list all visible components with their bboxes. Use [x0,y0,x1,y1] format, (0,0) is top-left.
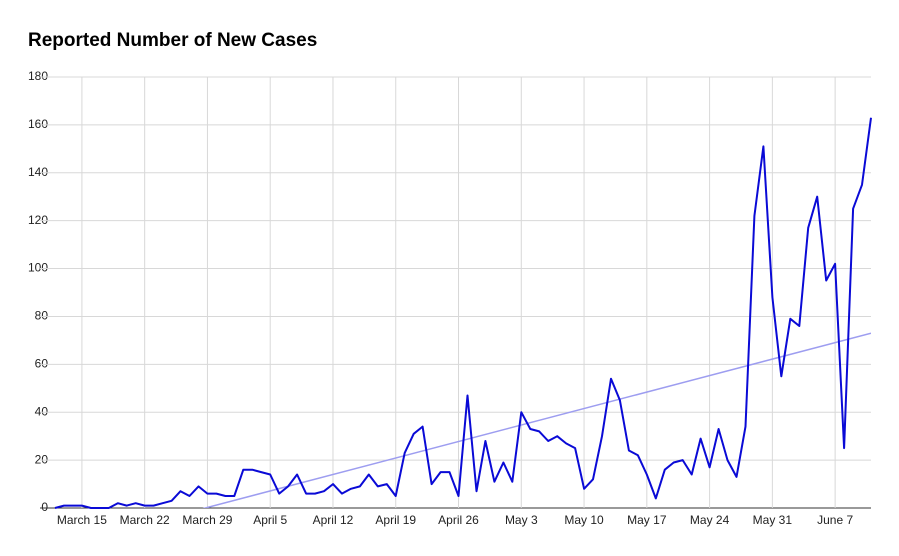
x-tick-label: March 22 [120,513,170,527]
x-tick-label: May 10 [564,513,604,527]
x-tick-label: May 3 [505,513,538,527]
x-tick-label: May 24 [690,513,730,527]
y-tick-label: 160 [28,117,48,131]
y-tick-label: 180 [28,69,48,83]
y-tick-label: 20 [35,452,49,466]
x-tick-label: April 5 [253,513,287,527]
y-tick-label: 0 [41,500,48,514]
chart-title: Reported Number of New Cases [28,30,317,51]
x-tick-label: April 26 [438,513,479,527]
x-tick-label: April 12 [313,513,354,527]
data-line [54,117,872,509]
y-tick-label: 40 [35,404,49,418]
x-tick-label: March 29 [182,513,232,527]
x-tick-label: April 19 [375,513,416,527]
x-tick-label: June 7 [817,513,853,527]
x-tick-label: May 17 [627,513,667,527]
x-tick-label: May 31 [753,513,793,527]
x-tick-label: March 15 [57,513,107,527]
y-tick-label: 140 [28,165,48,179]
y-tick-label: 100 [28,261,48,275]
y-tick-label: 120 [28,213,48,227]
y-tick-label: 60 [35,357,49,371]
y-tick-label: 80 [35,309,49,323]
